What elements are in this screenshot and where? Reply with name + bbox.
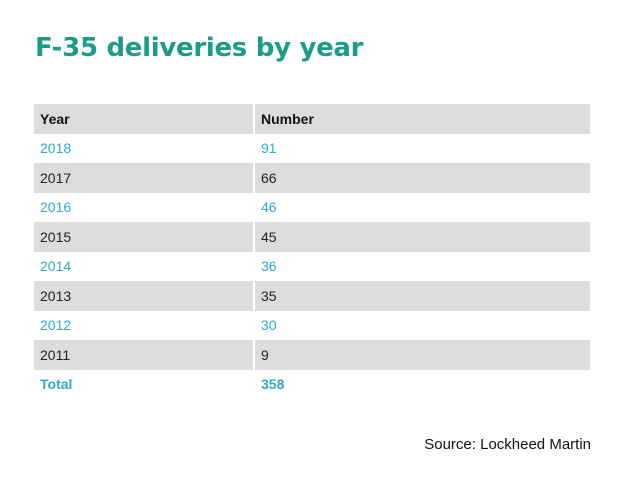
cell-year: 2017: [34, 163, 255, 193]
table-body: 2018 91 2017 66 2016 46 2015 45 2014 36 2013 35 2012…: [34, 133, 590, 399]
table-row: 2012 30: [34, 310, 590, 340]
deliveries-table: Year Number 2018 91 2017 66 2016 46 2015 45 2014…: [34, 104, 590, 399]
cell-year: 2016: [34, 192, 255, 222]
cell-year: 2015: [34, 222, 255, 252]
cell-number: 91: [255, 133, 590, 163]
table-row: 2017 66: [34, 163, 590, 193]
column-header-year: Year: [34, 104, 255, 134]
total-label: Total: [34, 369, 255, 399]
cell-number: 36: [255, 251, 590, 281]
cell-year: 2012: [34, 310, 255, 340]
source-note: Source: Lockheed Martin: [424, 436, 591, 453]
table-row: 2016 46: [34, 192, 590, 222]
chart-title: F-35 deliveries by year: [35, 33, 364, 63]
cell-number: 66: [255, 163, 590, 193]
cell-year: 2018: [34, 133, 255, 163]
cell-year: 2014: [34, 251, 255, 281]
cell-number: 35: [255, 281, 590, 311]
cell-year: 2013: [34, 281, 255, 311]
total-row: Total 358: [34, 369, 590, 399]
table-row: 2015 45: [34, 222, 590, 252]
column-header-number: Number: [255, 104, 590, 134]
table-row: 2014 36: [34, 251, 590, 281]
table-row: 2013 35: [34, 281, 590, 311]
cell-year: 2011: [34, 340, 255, 370]
cell-number: 46: [255, 192, 590, 222]
cell-number: 30: [255, 310, 590, 340]
cell-number: 9: [255, 340, 590, 370]
table-header-row: Year Number: [34, 104, 590, 134]
total-value: 358: [255, 369, 590, 399]
table-row: 2018 91: [34, 133, 590, 163]
cell-number: 45: [255, 222, 590, 252]
table-row: 2011 9: [34, 340, 590, 370]
